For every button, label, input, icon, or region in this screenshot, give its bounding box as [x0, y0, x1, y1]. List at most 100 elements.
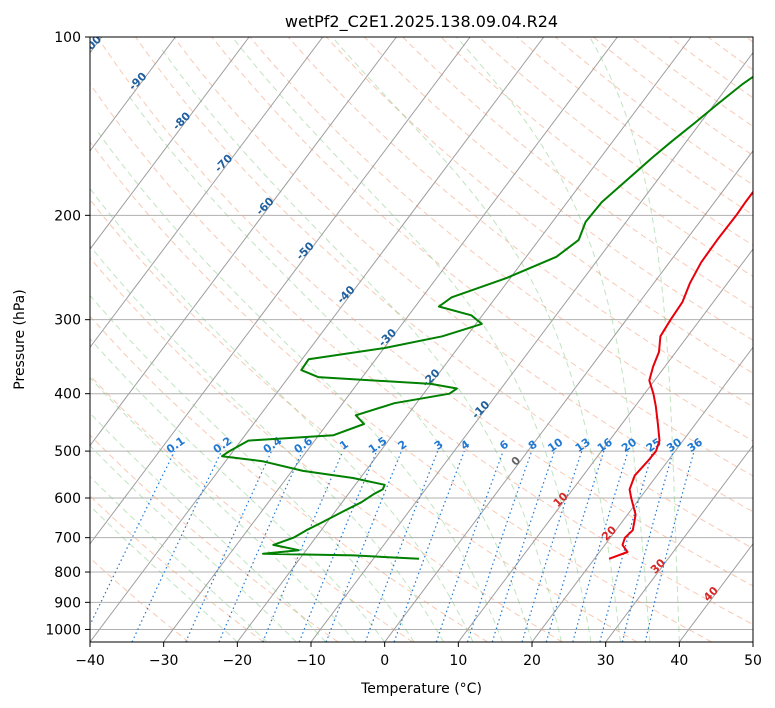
mixing-ratio-line [572, 450, 629, 642]
mixing-ratio-label: 36 [685, 435, 705, 455]
moist-adiabat [161, 49, 562, 642]
dry-adiabat [134, 37, 753, 549]
mixing-ratio-label: 1 [337, 438, 351, 453]
mixing-ratio-label: 16 [595, 435, 615, 455]
isotherm-label: -80 [170, 109, 193, 132]
mixing-ratio-line [491, 450, 555, 642]
mixing-ratio-line [218, 450, 303, 642]
background-lines [90, 37, 753, 642]
isotherm-label: -70 [212, 152, 235, 175]
dry-adiabat [287, 37, 753, 408]
moist-adiabat [90, 245, 445, 642]
x-tick-label: −10 [296, 653, 326, 669]
moist-adiabat [97, 132, 503, 642]
isotherm-line [90, 37, 471, 545]
y-axis-label: Pressure (hPa) [12, 289, 28, 389]
mixing-ratio-label: 30 [664, 435, 684, 455]
mixing-ratio-line [90, 450, 176, 627]
moist-adiabat [90, 338, 386, 642]
isotherm-label: -50 [294, 239, 317, 262]
x-tick-label: 40 [670, 653, 688, 669]
dry-adiabat [249, 37, 753, 442]
isotherm-line [90, 37, 397, 447]
x-tick-label: 10 [449, 653, 467, 669]
moist-adiabat [589, 37, 680, 642]
mixing-ratio-line [262, 450, 344, 642]
temperature-profile-line [608, 190, 753, 560]
x-tick-label: 50 [744, 653, 762, 669]
dry-adiabat [401, 37, 753, 309]
mixing-ratio-label: 0.1 [164, 434, 187, 456]
mixing-ratio-line [599, 450, 654, 642]
isotherm-label: 20 [599, 523, 619, 543]
y-tick-label: 400 [54, 387, 81, 403]
isotherm-line [531, 346, 753, 642]
isotherm-line [310, 51, 753, 642]
mixing-ratio-label: 25 [644, 436, 664, 455]
isotherm-label: -10 [469, 398, 492, 421]
mixing-ratio-label: 10 [545, 435, 565, 455]
y-tick-label: 1000 [45, 622, 81, 638]
mixing-ratio-label: 4 [458, 438, 472, 453]
x-tick-label: −20 [223, 653, 253, 669]
mixing-ratio-line [521, 450, 583, 642]
moist-adiabat [90, 412, 327, 642]
mixing-ratio-line [393, 450, 465, 642]
chart-title: wetPf2_C2E1.2025.138.09.04.R24 [285, 12, 558, 32]
mixing-ratio-label: 20 [619, 435, 639, 455]
mixing-ratio-label: 2 [396, 438, 410, 453]
dewpoint-profile-line [221, 75, 753, 560]
y-tick-label: 200 [54, 208, 81, 224]
isotherm-line [605, 444, 753, 642]
plot-frame [89, 36, 754, 643]
moist-adiabat [231, 37, 592, 642]
dry-adiabat [90, 315, 488, 642]
mixing-ratio-line [364, 450, 439, 642]
mixing-ratio-label: 6 [497, 438, 511, 453]
isotherm-label: -90 [126, 70, 149, 93]
moist-adiabat [127, 94, 533, 642]
profiles [221, 75, 753, 560]
isotherm-line [678, 542, 753, 642]
y-tick-label: 100 [54, 30, 81, 46]
isotherm-line [90, 37, 250, 250]
moist-adiabat [90, 377, 356, 642]
isotherm-label: 30 [648, 556, 668, 576]
dry-adiabat [173, 37, 753, 513]
dry-adiabat [478, 37, 753, 247]
dry-adiabat [96, 37, 753, 587]
dry-adiabat [90, 82, 753, 626]
mixing-ratio-label: 0.4 [261, 434, 285, 456]
moist-adiabat [90, 187, 474, 642]
isotherm-label: 10 [551, 490, 571, 510]
mixing-ratio-line [621, 450, 674, 642]
isotherm-line [90, 37, 324, 349]
isotherm-label: -40 [334, 283, 357, 306]
y-tick-label: 900 [54, 595, 81, 611]
mixing-ratio-label: 0.2 [211, 434, 234, 456]
dry-adiabat [707, 37, 753, 71]
dry-adiabat [554, 37, 753, 186]
y-axis: 100 200 300 400 500 600 700 800 900 1000 [45, 30, 90, 638]
isotherm-line [457, 248, 753, 642]
dry-adiabat [90, 198, 638, 642]
mixing-ratio-label: 13 [573, 436, 593, 455]
mixing-ratio-line [435, 450, 504, 642]
y-tick-label: 700 [54, 531, 81, 547]
moist-adiabat [331, 37, 621, 642]
dry-adiabat [745, 37, 753, 43]
x-tick-label: 30 [597, 653, 615, 669]
moist-adiabat [90, 475, 268, 642]
dry-adiabat [668, 37, 753, 99]
dry-adiabat [90, 141, 712, 642]
dry-adiabat [211, 37, 753, 477]
dry-adiabat [90, 557, 190, 642]
isotherm-line [384, 150, 753, 642]
x-tick-label: −30 [149, 653, 179, 669]
dry-adiabat [90, 374, 414, 642]
x-axis: −40 −30 −20 −10 0 10 20 30 40 50 [75, 642, 762, 669]
isotherm-line [90, 37, 176, 152]
mixing-ratio-label: 1.5 [366, 434, 389, 456]
moist-adiabat [456, 37, 651, 642]
